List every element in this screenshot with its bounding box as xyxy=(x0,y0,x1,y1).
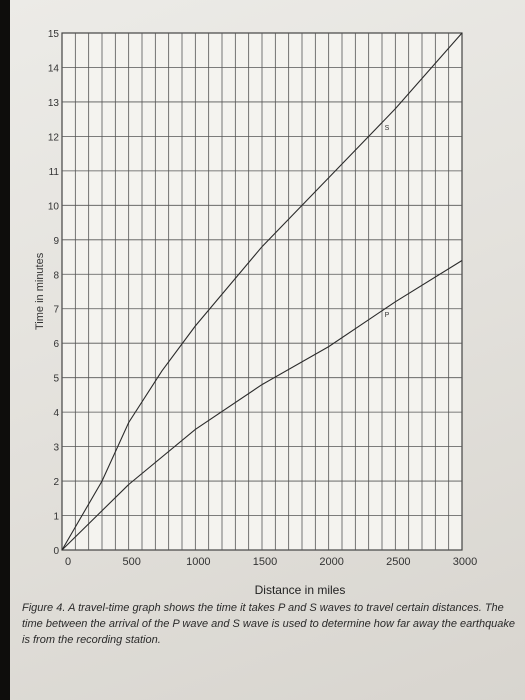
x-tick-label: 1000 xyxy=(186,556,210,568)
x-tick-label: 0 xyxy=(65,556,71,568)
series-label-p: P xyxy=(385,312,390,319)
y-tick-label: 6 xyxy=(53,339,59,350)
x-tick-label: 500 xyxy=(122,556,140,568)
y-axis-title: Time in minutes xyxy=(34,252,46,330)
series-lines xyxy=(61,32,463,551)
series-line-p xyxy=(61,260,463,551)
y-tick-label: 4 xyxy=(53,408,59,419)
y-tick-label: 13 xyxy=(48,98,60,109)
y-tick-label: 9 xyxy=(53,236,59,247)
caption-label: Figure 4. xyxy=(22,602,66,614)
y-tick-label: 8 xyxy=(53,270,59,281)
caption-text: A travel-time graph shows the time it ta… xyxy=(22,602,516,646)
y-tick-label: 7 xyxy=(53,305,59,316)
y-tick-label: 1 xyxy=(53,512,59,523)
y-tick-label: 11 xyxy=(49,167,60,178)
y-tick-label: 0 xyxy=(53,546,59,557)
y-tick-label: 10 xyxy=(48,201,60,212)
y-tick-label: 2 xyxy=(53,477,59,488)
x-axis-title: Distance in miles xyxy=(254,583,346,597)
y-tick-label: 12 xyxy=(48,132,60,143)
y-tick-label: 14 xyxy=(48,63,60,74)
series-line-s xyxy=(61,32,463,551)
x-tick-label: 2000 xyxy=(319,556,343,568)
y-tick-label: 3 xyxy=(53,443,59,454)
y-tick-label: 15 xyxy=(48,29,60,40)
series-label-s: S xyxy=(385,125,390,132)
series-labels: SP xyxy=(385,125,390,319)
x-tick-label: 2500 xyxy=(386,556,410,568)
chart-grid xyxy=(61,32,463,551)
figure-caption: Figure 4. A travel-time graph shows the … xyxy=(22,600,518,648)
x-tick-label: 1500 xyxy=(253,556,277,568)
y-tick-label: 5 xyxy=(53,374,59,385)
x-tick-labels: 0 500 1000 1500 2000 2500 3000 xyxy=(65,556,477,568)
x-tick-label: 3000 xyxy=(453,556,477,568)
